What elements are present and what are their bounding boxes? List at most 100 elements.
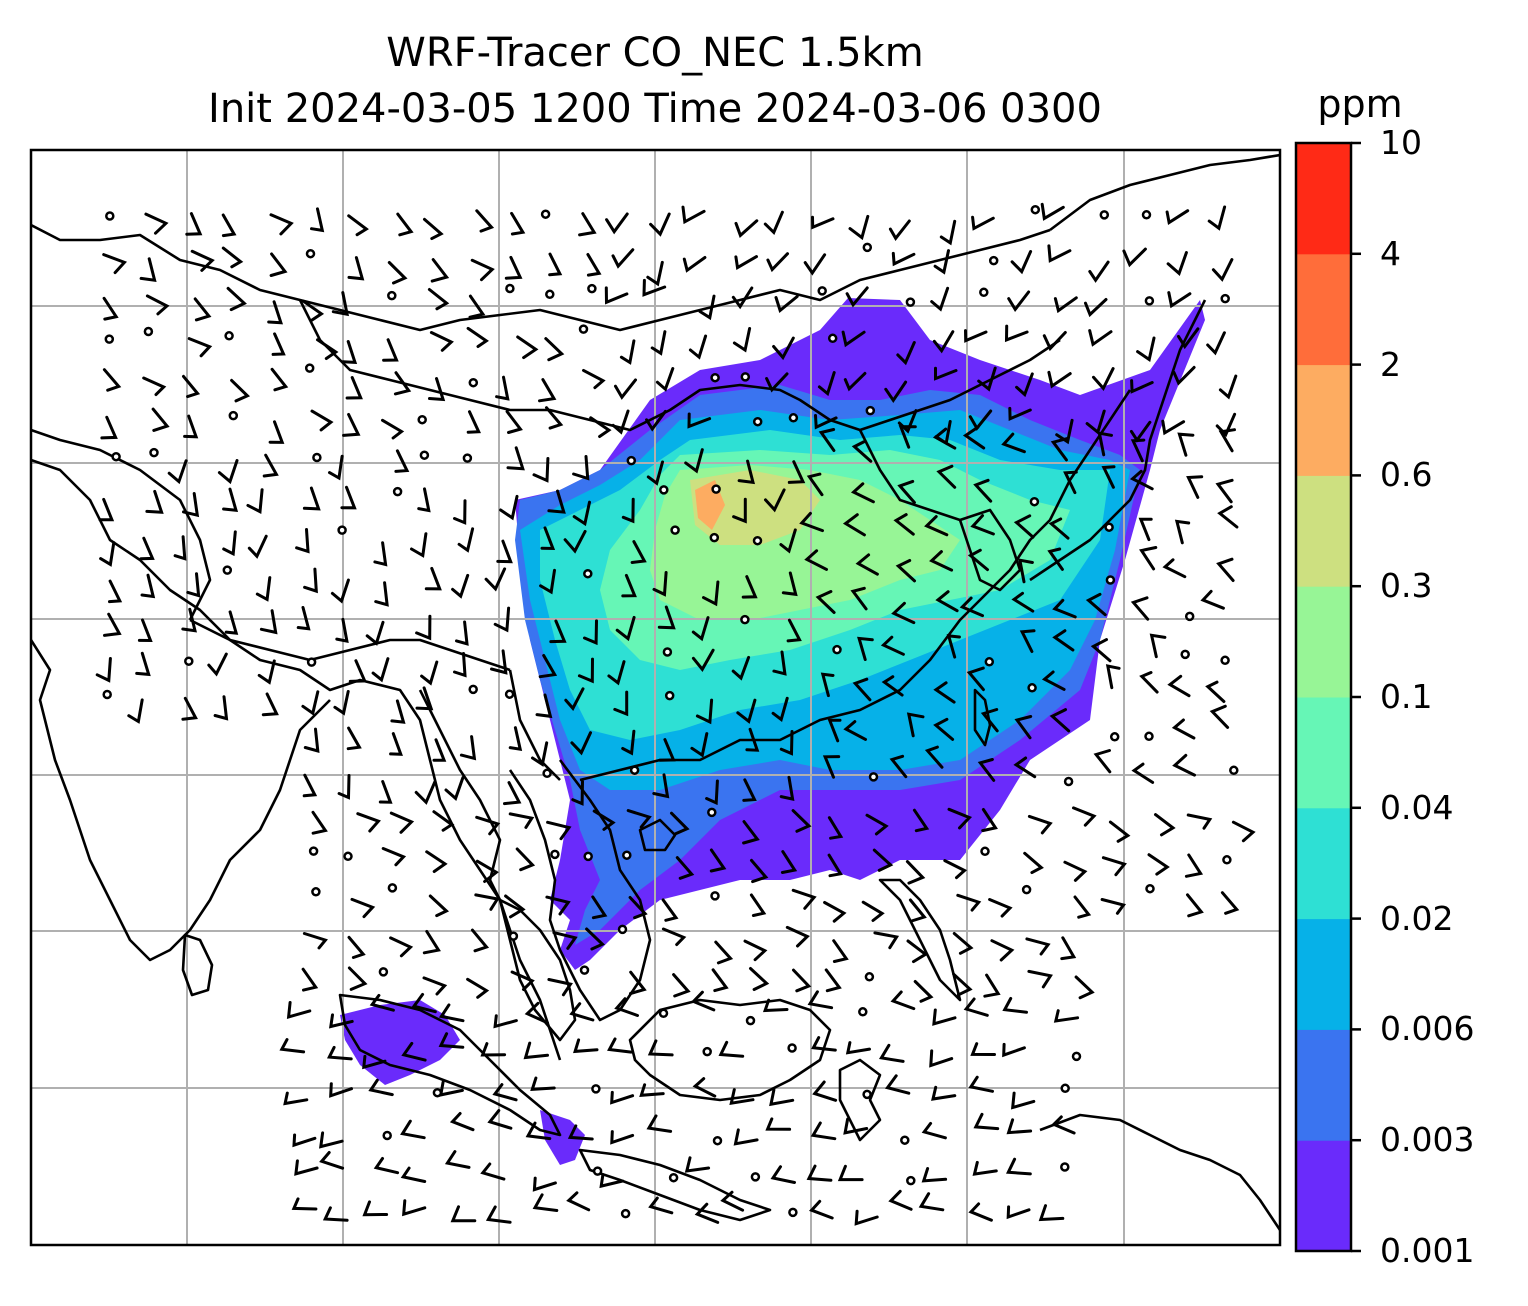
- wind-barb: [485, 1205, 512, 1224]
- wind-barb: [453, 499, 467, 525]
- wind-barb: [506, 446, 525, 471]
- wind-barb: [267, 300, 284, 325]
- wind-barb: [1186, 475, 1204, 499]
- coast-philippines: [878, 878, 962, 1002]
- wind-barb: [661, 927, 687, 947]
- coast-indochina: [508, 759, 652, 1022]
- wind-barb: [319, 1131, 344, 1149]
- wind-barb: [302, 932, 328, 950]
- wind-barb: [142, 376, 167, 397]
- wind-barb: [781, 571, 798, 597]
- wind-barb: [774, 295, 799, 313]
- wind-barb: [966, 666, 985, 692]
- wind-barb: [1139, 546, 1158, 571]
- wind-barb: [259, 609, 278, 635]
- calm-marker: [550, 849, 560, 860]
- wind-barb: [400, 1166, 427, 1183]
- wind-barb: [286, 1001, 312, 1019]
- calm-marker: [387, 883, 398, 893]
- wind-barb: [734, 255, 758, 271]
- wind-barb: [547, 489, 566, 514]
- calm-marker: [382, 1130, 392, 1141]
- calm-marker: [862, 1089, 872, 1100]
- wind-barb: [1218, 374, 1238, 400]
- wind-barb: [736, 698, 757, 724]
- wind-barb: [763, 210, 784, 236]
- wind-barb: [420, 660, 439, 686]
- wind-barb: [988, 898, 1013, 918]
- wind-barb: [335, 617, 349, 644]
- wind-barb: [411, 992, 437, 1014]
- wind-barb: [814, 414, 838, 430]
- wind-barb: [139, 536, 155, 561]
- wind-barb: [973, 478, 993, 503]
- calm-marker: [337, 525, 347, 535]
- wind-barb: [381, 847, 407, 867]
- wind-barb: [619, 339, 636, 365]
- wind-barb: [100, 415, 118, 440]
- wind-barb: [843, 371, 867, 392]
- co-tracer-field: [340, 298, 1205, 1165]
- wind-barb: [381, 418, 405, 440]
- wind-barb: [567, 1124, 594, 1141]
- calm-marker: [709, 532, 720, 543]
- wind-barbs: [95, 202, 1256, 1226]
- wind-barb: [1023, 851, 1044, 875]
- wind-barb: [812, 1080, 838, 1102]
- wind-barb: [480, 1042, 507, 1057]
- wind-barb: [1041, 670, 1066, 691]
- wind-barb: [779, 528, 797, 554]
- wind-barb: [1217, 505, 1239, 529]
- wind-barb: [1005, 1157, 1032, 1176]
- calm-marker: [1220, 655, 1230, 666]
- wind-barb: [843, 720, 867, 741]
- wind-barb: [1171, 718, 1196, 740]
- wind-barb: [589, 416, 612, 438]
- calm-marker: [504, 689, 515, 699]
- calm-marker: [1222, 855, 1232, 865]
- wind-barb: [135, 651, 151, 677]
- wind-barb: [1047, 370, 1072, 389]
- wind-barb: [1101, 856, 1127, 877]
- wind-barb: [221, 213, 237, 238]
- wind-barb: [347, 256, 365, 281]
- wind-barb: [427, 288, 450, 311]
- calm-marker: [508, 931, 519, 941]
- wind-barb: [815, 590, 836, 614]
- wind-barb: [190, 249, 215, 272]
- wind-barb: [1162, 558, 1187, 579]
- wind-barb: [729, 1088, 755, 1106]
- coast-newguinea: [1039, 1113, 1280, 1231]
- wind-barb: [428, 894, 450, 918]
- wind-barb: [1205, 680, 1226, 703]
- wind-barb: [393, 371, 412, 396]
- wind-barb: [1186, 813, 1213, 830]
- colorbar-segment: [1296, 143, 1351, 255]
- wind-barb: [1007, 290, 1031, 313]
- wind-barb: [140, 573, 156, 599]
- wind-barb: [898, 425, 917, 449]
- wind-barb: [468, 294, 486, 319]
- calm-marker: [1071, 1051, 1082, 1062]
- wind-barb: [650, 330, 667, 356]
- wind-barb: [807, 990, 834, 1010]
- calm-marker: [711, 484, 721, 494]
- wind-barb: [504, 894, 526, 919]
- wind-barb: [552, 931, 578, 950]
- wind-barb: [841, 330, 866, 348]
- wind-barb: [947, 807, 973, 830]
- wind-barb: [1025, 937, 1051, 956]
- wind-barb: [933, 249, 950, 275]
- calm-marker: [105, 211, 115, 221]
- wind-barb: [1051, 1115, 1076, 1135]
- wind-barb: [621, 573, 637, 598]
- wind-barb: [182, 492, 200, 518]
- wind-barb: [207, 652, 228, 677]
- calm-marker: [629, 765, 640, 775]
- calm-marker: [864, 972, 875, 982]
- wind-barb: [1211, 258, 1234, 282]
- wind-barb: [970, 514, 995, 536]
- wind-barb: [878, 1043, 905, 1063]
- wind-barb: [444, 776, 465, 801]
